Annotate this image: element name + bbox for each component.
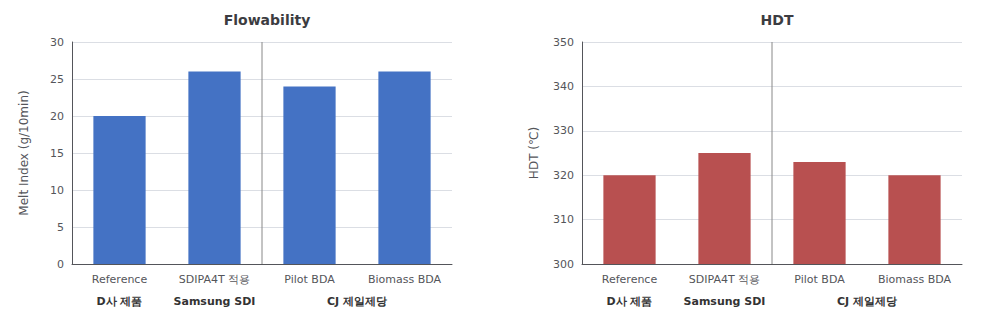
svg-text:Reference: Reference <box>602 273 658 286</box>
svg-text:Biomass BDA: Biomass BDA <box>368 273 442 286</box>
svg-text:300: 300 <box>553 258 574 271</box>
svg-text:20: 20 <box>50 110 64 123</box>
svg-text:320: 320 <box>553 169 574 182</box>
svg-text:D사 제품: D사 제품 <box>607 295 653 308</box>
svg-text:10: 10 <box>50 184 64 197</box>
svg-text:D사 제품: D사 제품 <box>97 295 143 308</box>
svg-text:CJ 제일제당: CJ 제일제당 <box>837 295 897 308</box>
svg-text:SDIPA4T 적용: SDIPA4T 적용 <box>689 273 760 286</box>
svg-text:0: 0 <box>57 258 64 271</box>
svg-text:Samsung SDI: Samsung SDI <box>174 295 256 308</box>
svg-text:25: 25 <box>50 73 64 86</box>
svg-text:340: 340 <box>553 80 574 93</box>
svg-text:30: 30 <box>50 36 64 49</box>
svg-text:HDT: HDT <box>761 12 794 28</box>
svg-text:Samsung SDI: Samsung SDI <box>684 295 766 308</box>
svg-text:5: 5 <box>57 221 64 234</box>
svg-text:CJ 제일제당: CJ 제일제당 <box>327 295 387 308</box>
svg-text:330: 330 <box>553 124 574 137</box>
svg-text:Pilot BDA: Pilot BDA <box>794 273 845 286</box>
svg-text:Pilot BDA: Pilot BDA <box>284 273 335 286</box>
svg-text:310: 310 <box>553 213 574 226</box>
svg-text:Biomass BDA: Biomass BDA <box>878 273 952 286</box>
svg-text:HDT (℃): HDT (℃) <box>527 127 541 179</box>
svg-text:Melt Index (g/10min): Melt Index (g/10min) <box>17 90 31 215</box>
svg-text:15: 15 <box>50 147 64 160</box>
svg-text:Reference: Reference <box>92 273 148 286</box>
svg-text:Flowability: Flowability <box>224 12 311 28</box>
svg-text:SDIPA4T 적용: SDIPA4T 적용 <box>179 273 250 286</box>
svg-text:350: 350 <box>553 36 574 49</box>
